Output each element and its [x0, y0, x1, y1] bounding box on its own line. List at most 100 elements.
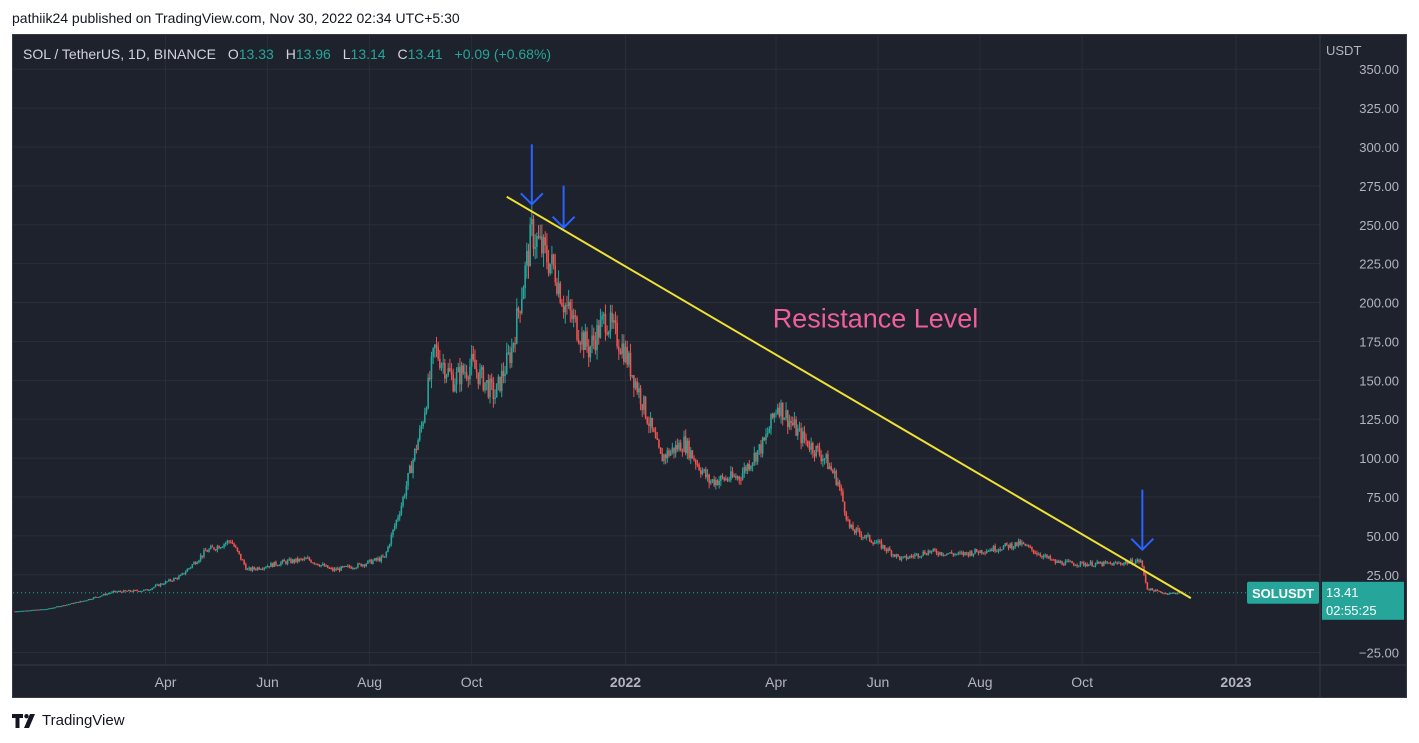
candle-body: [594, 340, 597, 351]
candle-body: [556, 282, 558, 294]
candle-body: [790, 420, 792, 423]
candle-body: [15, 611, 18, 613]
candle-body: [922, 551, 925, 556]
candle-body: [691, 450, 694, 459]
candle-body: [959, 552, 961, 554]
candle-body: [823, 458, 826, 460]
candle-body: [979, 550, 981, 554]
tradingview-footer[interactable]: TradingView: [12, 712, 125, 729]
candle-body: [572, 315, 575, 320]
candle-body: [673, 447, 675, 454]
candle-body: [663, 454, 665, 462]
candle-body: [485, 380, 488, 383]
candle-body: [447, 368, 450, 376]
candle-body: [1074, 565, 1077, 567]
candle-body: [353, 568, 356, 570]
candle-body: [238, 550, 240, 554]
candle-body: [519, 311, 521, 313]
candle-body: [582, 332, 585, 350]
candle-body: [183, 573, 185, 575]
candle-body: [1124, 561, 1127, 564]
candle-body: [775, 413, 777, 415]
candle-body: [681, 451, 684, 453]
candle-body: [271, 563, 274, 567]
candle-body: [930, 550, 933, 553]
candle-body: [569, 301, 572, 311]
candle-body: [24, 610, 26, 612]
candle-body: [909, 555, 911, 558]
candle-body: [216, 546, 219, 551]
candle-body: [701, 471, 704, 475]
candle-body: [1109, 563, 1112, 565]
candle-body: [171, 580, 174, 582]
candle-body: [524, 265, 526, 288]
candle-body: [321, 564, 324, 566]
candle-body: [403, 495, 406, 497]
candle-body: [410, 465, 413, 474]
candle-body: [333, 568, 336, 571]
candle-body: [878, 540, 881, 542]
candle-body: [624, 346, 627, 362]
candle-body: [378, 558, 381, 562]
candle-body: [738, 476, 741, 480]
candle-body: [827, 454, 829, 470]
candle-body: [688, 440, 690, 459]
candle-body: [895, 554, 898, 557]
candle-body: [474, 359, 476, 369]
candle-body: [925, 554, 928, 556]
candle-body: [328, 568, 331, 570]
candlestick-chart[interactable]: Resistance Level SOL / TetherUS, 1D, BIN…: [13, 35, 1406, 697]
candle-body: [206, 551, 209, 553]
candle-body: [817, 445, 819, 448]
time-tick-label: Jun: [867, 674, 890, 690]
candle-body: [342, 566, 344, 568]
candle-body: [357, 563, 359, 568]
candle-body: [601, 315, 603, 320]
candle-body: [20, 610, 23, 612]
candle-body: [233, 543, 235, 547]
candle-body: [429, 377, 431, 379]
candle-body: [1067, 560, 1070, 562]
candle-body: [815, 445, 817, 457]
price-tick-label: 325.00: [1359, 101, 1399, 116]
candle-body: [1114, 562, 1117, 564]
chart-frame[interactable]: Resistance Level SOL / TetherUS, 1D, BIN…: [12, 34, 1407, 698]
candle-body: [902, 556, 904, 558]
candle-body: [912, 556, 914, 558]
candle-body: [1052, 559, 1055, 561]
candle-body: [781, 402, 784, 420]
candle-body: [1084, 564, 1087, 566]
candle-body: [955, 554, 958, 556]
candle-body: [59, 606, 61, 608]
candle-body: [885, 549, 888, 552]
candle-body: [211, 546, 214, 548]
candle-body: [713, 479, 715, 486]
candle-body: [151, 588, 153, 590]
candle-body: [731, 471, 734, 477]
candle-body: [430, 356, 433, 379]
candle-body: [865, 535, 868, 538]
candle-body: [927, 550, 930, 555]
candle-body: [800, 428, 802, 444]
candle-body: [69, 603, 71, 605]
candle-body: [256, 567, 259, 570]
candle-body: [962, 552, 965, 556]
candle-body: [910, 555, 913, 557]
candle-body: [648, 423, 650, 427]
candle-body: [965, 552, 968, 554]
candle-body: [179, 574, 182, 577]
candle-body: [952, 553, 955, 556]
candle-body: [76, 601, 78, 603]
candle-body: [740, 479, 742, 481]
candle-body: [969, 551, 971, 556]
candle-body: [362, 564, 364, 567]
candle-body: [855, 528, 858, 533]
symbol-badge[interactable]: SOLUSDT: [1247, 581, 1319, 604]
candle-body: [208, 549, 210, 552]
candle-body: [132, 589, 135, 592]
candle-body: [154, 585, 157, 588]
candle-body: [101, 595, 103, 597]
candle-body: [893, 554, 896, 557]
candle-body: [449, 368, 451, 372]
candle-body: [992, 545, 995, 552]
